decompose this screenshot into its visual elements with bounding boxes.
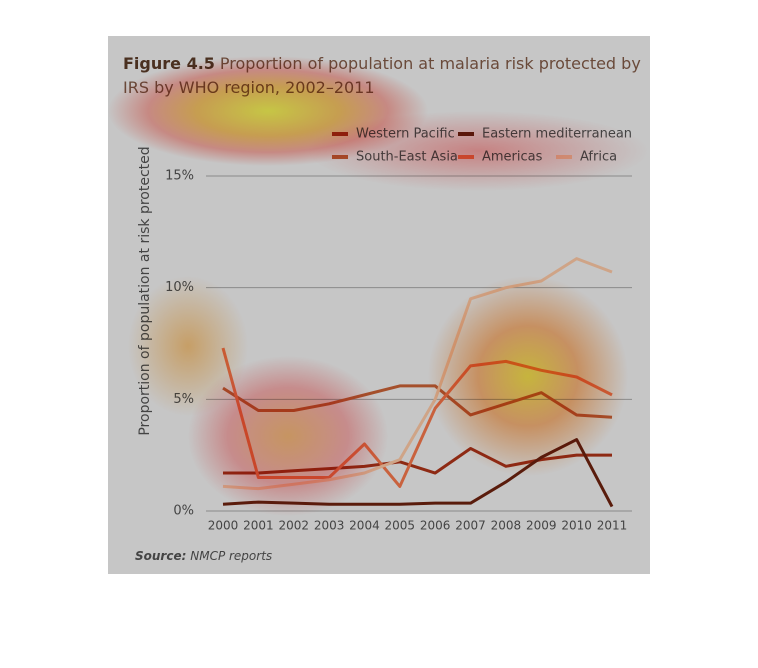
x-tick-label: 2011 (597, 519, 628, 533)
legend-label: Africa (580, 150, 617, 165)
x-tick-label: 2000 (208, 519, 239, 533)
x-tick-label: 2004 (349, 519, 380, 533)
x-tick-label: 2005 (385, 519, 416, 533)
y-tick-label: 15% (165, 169, 194, 184)
source-label: Source: (135, 549, 186, 563)
chart-panel: Proportion of population at risk protect… (108, 36, 650, 574)
legend-label: Eastern mediterranean (482, 127, 632, 142)
source-text: NMCP reports (190, 549, 272, 563)
legend-label: South-East Asia (356, 150, 458, 165)
x-tick-label: 2010 (561, 519, 592, 533)
x-tick-label: 2001 (243, 519, 274, 533)
x-tick-label: 2002 (278, 519, 309, 533)
y-axis-label: Proportion of population at risk protect… (137, 146, 153, 435)
series-line (221, 347, 613, 488)
legend-label: Western Pacific (356, 127, 455, 142)
x-tick-label: 2006 (420, 519, 451, 533)
y-tick-label: 10% (165, 280, 194, 295)
y-tick-label: 5% (173, 392, 194, 407)
chart: Proportion of population at risk protect… (135, 127, 632, 563)
legend-label: Americas (482, 150, 543, 165)
x-tick-label: 2003 (314, 519, 345, 533)
figure-label: Figure 4.5 (123, 54, 215, 73)
x-tick-label: 2008 (491, 519, 522, 533)
x-tick-label: 2009 (526, 519, 557, 533)
source: Source: NMCP reports (135, 549, 272, 563)
x-tick-label: 2007 (455, 519, 486, 533)
chart-title: Figure 4.5 Proportion of population at ma… (123, 52, 643, 100)
y-tick-label: 0% (173, 504, 194, 519)
series-line (222, 384, 613, 419)
